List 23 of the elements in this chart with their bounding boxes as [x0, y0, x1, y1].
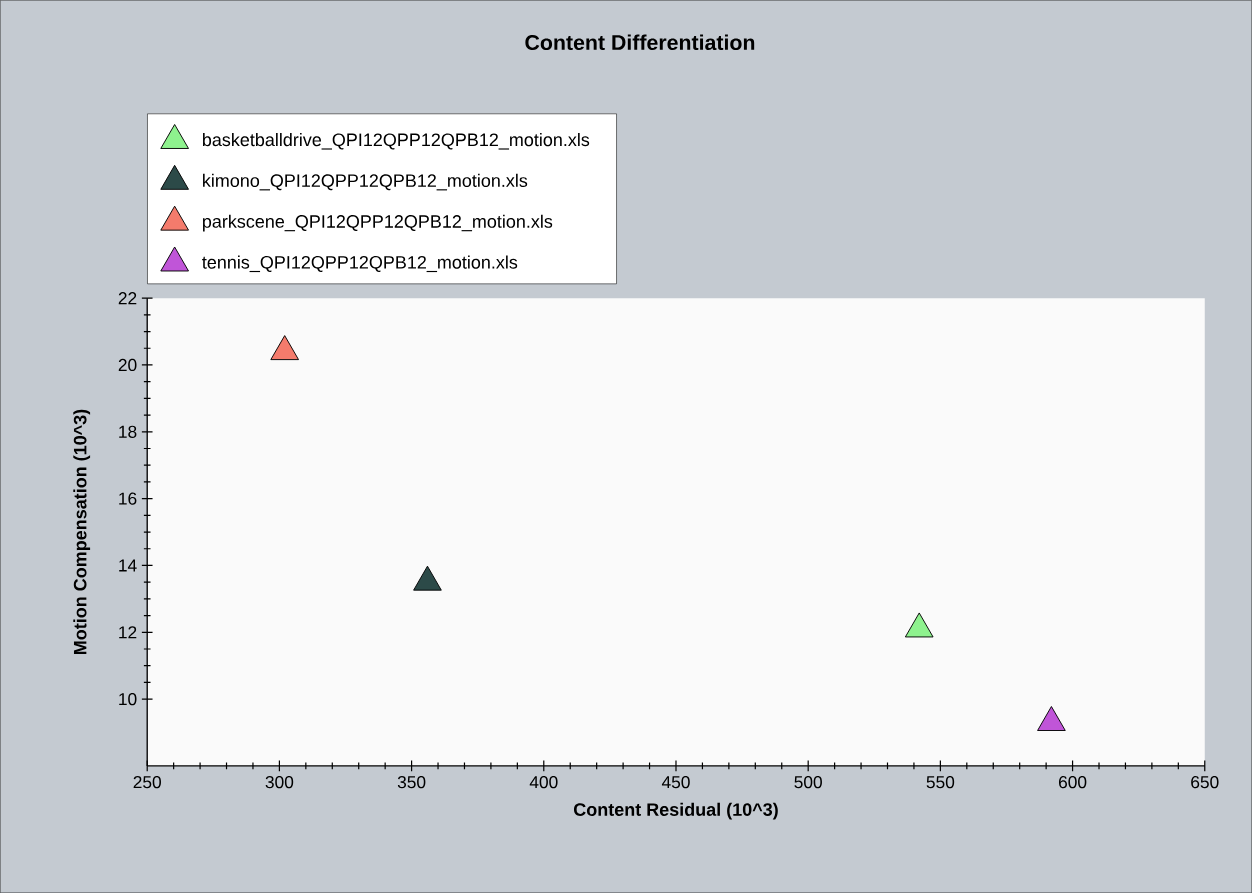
y-axis-title: Motion Compensation (10^3) — [73, 409, 91, 654]
x-tick-label: 550 — [926, 775, 955, 789]
y-tick-label: 14 — [119, 559, 137, 572]
x-tick-label: 500 — [794, 775, 822, 789]
y-tick-label: 22 — [118, 292, 137, 305]
legend-label: parkscene_QPI12QPP12QPB12_motion.xls — [202, 214, 553, 232]
y-tick-label: 12 — [119, 626, 137, 639]
x-tick-label: 250 — [133, 775, 161, 789]
y-tick-label: 20 — [118, 358, 137, 372]
y-tick-label: 16 — [119, 492, 137, 505]
y-tick-label: 10 — [119, 692, 137, 706]
chart-title: Content Differentiation — [525, 34, 755, 50]
legend-label: kimono_QPI12QPP12QPB12_motion.xls — [203, 173, 528, 191]
x-tick-label: 300 — [265, 775, 294, 789]
x-tick-label: 650 — [1191, 775, 1219, 789]
x-tick-label: 400 — [529, 775, 558, 789]
x-tick-label: 450 — [661, 775, 690, 789]
x-tick-label: 350 — [397, 775, 426, 789]
legend-label: basketballdrive_QPI12QPP12QPB12_motion.xls — [202, 132, 590, 150]
legend-label: tennis_QPI12QPP12QPB12_motion.xls — [202, 255, 518, 273]
x-tick-label: 600 — [1059, 775, 1087, 789]
x-axis-title: Content Residual (10^3) — [573, 802, 778, 820]
y-tick-label: 18 — [119, 425, 137, 438]
